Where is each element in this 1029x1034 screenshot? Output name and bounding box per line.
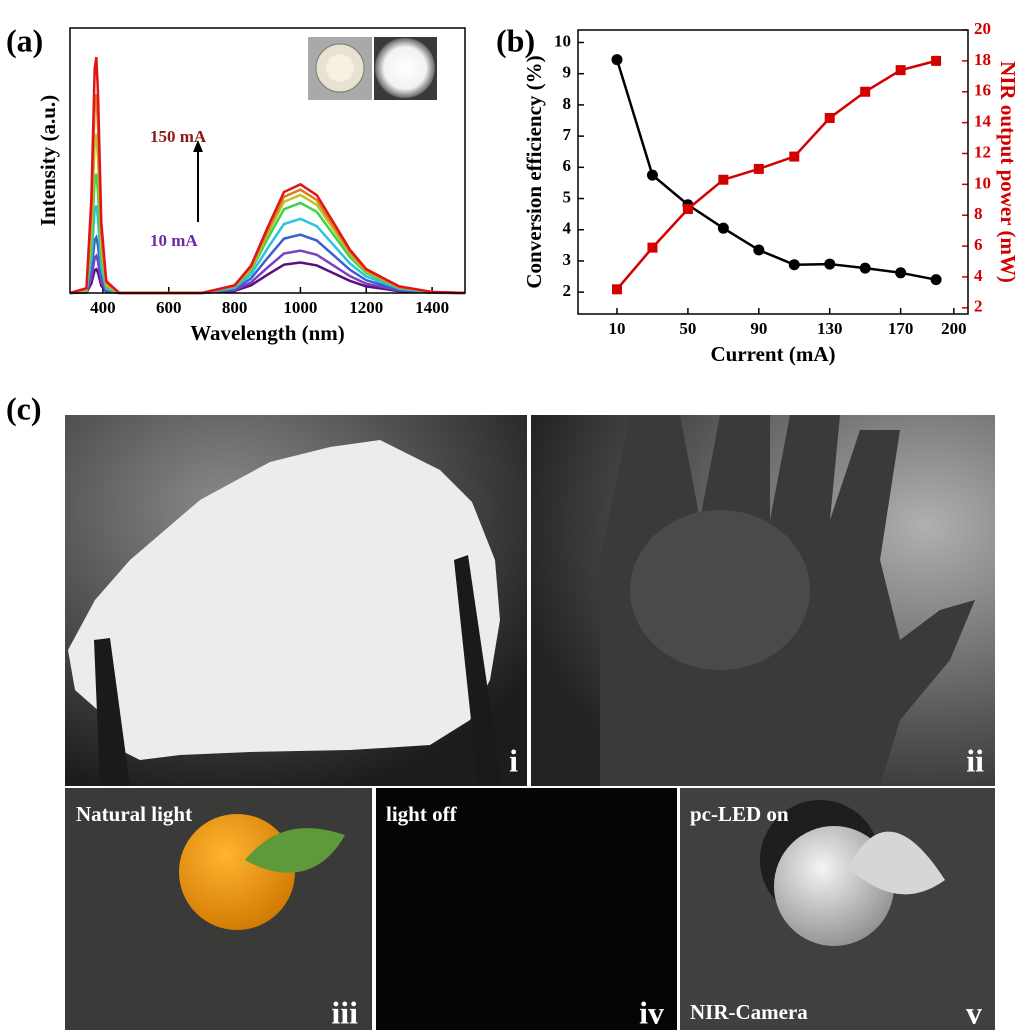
y2-tick-label: 20 — [974, 19, 991, 38]
marker — [789, 152, 799, 162]
photo-i: i — [65, 415, 527, 786]
x-tick-label: 400 — [90, 298, 116, 317]
panel-label: (c) — [6, 390, 42, 426]
page: {"panel_labels": ["(a)", "(b)", "(c)"], … — [0, 0, 1029, 1034]
y2-tick-label: 8 — [974, 204, 983, 223]
marker — [683, 204, 693, 214]
series-line — [617, 60, 936, 280]
y-tick-label: 6 — [563, 156, 572, 175]
marker — [931, 56, 941, 66]
photo-footer: NIR-Camera — [690, 1000, 808, 1024]
y-axis-label: Conversion efficiency (%) — [522, 55, 546, 288]
y-tick-label: 7 — [563, 125, 572, 144]
y-tick-label: 9 — [563, 63, 572, 82]
x-tick-label: 1400 — [415, 298, 449, 317]
series-line — [70, 235, 465, 293]
x-tick-label: 1200 — [349, 298, 383, 317]
photo-label: iv — [639, 994, 664, 1030]
x-tick-label: 600 — [156, 298, 182, 317]
marker — [896, 65, 906, 75]
series-line — [70, 206, 465, 293]
photo-label: i — [509, 742, 518, 778]
y2-tick-label: 6 — [974, 235, 983, 254]
photo-label: iii — [331, 994, 358, 1030]
x-tick-label: 50 — [679, 319, 696, 338]
marker — [789, 259, 800, 270]
series-line — [617, 61, 936, 289]
photo-label: v — [966, 994, 982, 1030]
y-axis-label: Intensity (a.u.) — [36, 95, 60, 226]
marker — [718, 223, 729, 234]
y-tick-label: 10 — [554, 31, 571, 50]
marker — [753, 245, 764, 256]
marker — [647, 170, 658, 181]
y2-tick-label: 18 — [974, 50, 991, 69]
photo-v: pc-LED on NIR-Camera v — [680, 788, 995, 1030]
x-tick-label: 800 — [222, 298, 248, 317]
y2-tick-label: 2 — [974, 297, 983, 316]
x-tick-label: 90 — [750, 319, 767, 338]
annotation: 150 mA — [150, 127, 207, 146]
marker — [895, 267, 906, 278]
marker — [647, 243, 657, 253]
marker — [824, 259, 835, 270]
y-tick-label: 4 — [563, 219, 572, 238]
led-inset — [308, 37, 437, 100]
series-line — [70, 94, 465, 293]
marker — [860, 87, 870, 97]
marker — [612, 284, 622, 294]
photo-iii: Natural light iii — [65, 788, 372, 1030]
y2-tick-label: 16 — [974, 81, 991, 100]
y-tick-label: 2 — [563, 281, 572, 300]
x-tick-label: 130 — [817, 319, 843, 338]
photo-iv: light off iv — [376, 788, 677, 1030]
y2-tick-label: 10 — [974, 173, 991, 192]
photo-caption: light off — [386, 802, 458, 826]
marker — [754, 164, 764, 174]
marker — [612, 54, 623, 65]
x-tick-label: 200 — [941, 319, 967, 338]
panel-label: (a) — [6, 22, 43, 58]
y2-tick-label: 14 — [974, 112, 992, 131]
marker — [931, 274, 942, 285]
x-tick-label: 1000 — [283, 298, 317, 317]
plot-frame — [578, 30, 968, 314]
x-axis-label: Wavelength (nm) — [190, 321, 345, 345]
x-axis-label: Current (mA) — [711, 342, 836, 366]
y-tick-label: 8 — [563, 94, 572, 113]
marker — [860, 263, 871, 274]
x-tick-label: 170 — [888, 319, 914, 338]
photo-ii: ii — [531, 415, 995, 786]
photo-caption: pc-LED on — [690, 802, 789, 826]
marker — [825, 113, 835, 123]
annotation: 10 mA — [150, 231, 198, 250]
y-tick-label: 5 — [563, 187, 572, 206]
y2-axis-label: NIR output power (mW) — [996, 61, 1020, 283]
photo-label: ii — [966, 742, 984, 778]
y2-tick-label: 12 — [974, 142, 991, 161]
y2-tick-label: 4 — [974, 266, 983, 285]
figure: (a) (b) (c) i ii Natural light iii light… — [0, 0, 1029, 1034]
photo-caption: Natural light — [76, 802, 192, 826]
y-tick-label: 3 — [563, 250, 572, 269]
marker — [718, 175, 728, 185]
x-tick-label: 10 — [609, 319, 626, 338]
panel-label: (b) — [496, 22, 535, 58]
